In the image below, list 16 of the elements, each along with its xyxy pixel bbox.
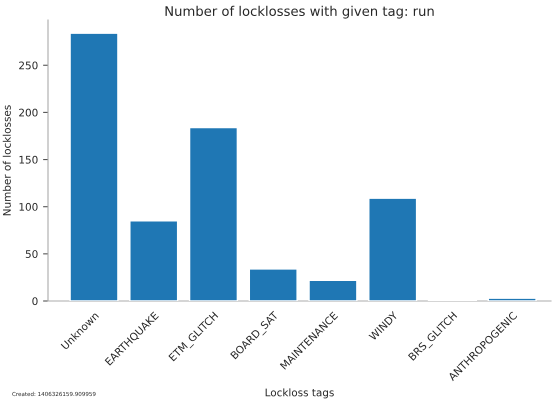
x-axis-title: Lockloss tags xyxy=(266,388,334,398)
y-tick-label: 200 xyxy=(19,108,38,117)
bar xyxy=(129,220,178,301)
chart-title: Number of locklosses with given tag: run xyxy=(166,6,434,19)
bar xyxy=(308,280,358,301)
y-tick-label: 250 xyxy=(19,61,38,70)
bar xyxy=(248,268,298,301)
y-tick-label: 0 xyxy=(32,297,38,306)
bar xyxy=(368,198,418,301)
y-tick-label: 150 xyxy=(20,156,38,164)
bar xyxy=(488,297,537,301)
y-tick-label: 50 xyxy=(26,250,38,258)
bar xyxy=(69,32,119,301)
bar xyxy=(188,126,238,301)
y-axis-title: Number of locklosses xyxy=(2,105,11,216)
y-tick-label: 100 xyxy=(20,202,38,211)
